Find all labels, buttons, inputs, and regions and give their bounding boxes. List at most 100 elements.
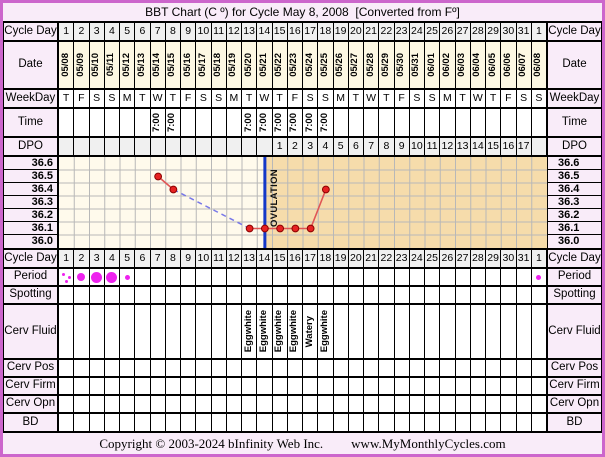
dpo-day-24: 10 [409,138,425,155]
cerv-fluid-day-7 [150,305,166,358]
dpo-day-1 [59,138,75,155]
spotting-day-7 [150,287,166,303]
date-day-20: 05/27 [348,42,364,88]
bd-day-20 [348,414,364,431]
temp-axis-label: 36.5 [4,170,57,183]
cycle-day-bottom-day-32: 1 [531,250,547,267]
bd-day-8 [165,414,181,431]
time-day-22 [379,109,395,136]
row-chart: 36.6 36.5 36.4 36.3 36.2 36.1 36.0 OVULATION 36.… [4,157,601,250]
cerv-firm-day-3 [89,378,105,394]
dpo-day-3 [89,138,105,155]
weekday-day-14: W [257,90,273,107]
date-day-23: 05/30 [394,42,410,88]
spotting-day-3 [89,287,105,303]
cerv-pos-day-9 [181,360,197,376]
date-day-26: 06/02 [440,42,456,88]
cerv-firm-day-14 [257,378,273,394]
temp-axis-label: 36.5 [548,170,601,183]
dpo-day-12 [226,138,242,155]
date-day-13: 05/20 [242,42,258,88]
cycle-day-top-day-14: 14 [257,23,273,40]
footer: Copyright © 2003-2024 bInfinity Web Inc.… [3,433,602,454]
cycle-day-top-day-17: 17 [303,23,319,40]
spotting-day-9 [181,287,197,303]
period-day-15 [272,269,288,285]
spotting-day-19 [333,287,349,303]
cerv-pos-day-13 [242,360,258,376]
weekday-day-27: T [455,90,471,107]
temp-axis-label: 36.1 [548,222,601,235]
bd-day-1 [59,414,75,431]
temp-axis-label: 36.4 [548,183,601,196]
cerv-firm-day-29 [486,378,502,394]
dpo-day-22: 8 [379,138,395,155]
cerv-firm-day-12 [226,378,242,394]
time-day-30 [501,109,517,136]
period-dot [536,274,542,280]
period-day-12 [226,269,242,285]
bd-day-32 [531,414,547,431]
period-day-26 [440,269,456,285]
temp-point-day-13 [245,224,254,233]
period-day-2 [74,269,90,285]
cerv-firm-day-9 [181,378,197,394]
time-day-26 [440,109,456,136]
cerv-pos-day-12 [226,360,242,376]
cerv-fluid-day-26 [440,305,456,358]
temp-axis-label: 36.0 [31,235,53,247]
cycle-day-bottom-day-19: 19 [333,250,349,267]
row-date: Date 05/08 05/09 05/10 05/11 05/12 05/13 05/14 0… [4,42,601,90]
cerv-fluid-day-31 [516,305,532,358]
cerv-pos-day-1 [59,360,75,376]
dpo-day-4 [104,138,120,155]
cerv-opn-day-27 [455,396,471,412]
time-day-31 [516,109,532,136]
spotting-day-13 [242,287,258,303]
time-day-8: 7:00 [165,109,181,136]
period-day-9 [181,269,197,285]
spotting-day-27 [455,287,471,303]
cerv-pos-day-24 [409,360,425,376]
cerv-firm-day-4 [104,378,120,394]
cerv-opn-day-1 [59,396,75,412]
cerv-opn-day-5 [120,396,136,412]
bd-day-12 [226,414,242,431]
weekday-day-11: S [211,90,227,107]
time-day-21 [364,109,380,136]
cerv-firm-day-8 [165,378,181,394]
cerv-firm-day-2 [74,378,90,394]
cerv-fluid-day-4 [104,305,120,358]
temp-point-day-16 [291,224,300,233]
row-label-period: Period [4,269,59,285]
spotting-day-25 [425,287,441,303]
row-label-spotting: Spotting [4,287,59,303]
time-day-27 [455,109,471,136]
cycle-day-bottom-day-16: 16 [287,250,303,267]
cerv-opn-day-12 [226,396,242,412]
bd-day-19 [333,414,349,431]
temp-axis-label: 36.6 [4,157,57,170]
date-day-31: 06/07 [516,42,532,88]
temp-axis-label: 36.3 [548,196,601,209]
cerv-opn-day-9 [181,396,197,412]
cerv-firm-day-28 [470,378,486,394]
weekday-day-18: S [318,90,334,107]
date-day-6: 05/13 [135,42,151,88]
row-cycle-day-bottom: Cycle Day 1 2 3 4 5 6 7 8 9 10 11 12 13 14 15 16 17 18 19 20… [4,250,601,269]
bd-day-30 [501,414,517,431]
weekday-day-23: F [394,90,410,107]
cerv-fluid-day-16: Eggwhite [287,305,303,358]
dpo-day-7 [150,138,166,155]
temp-axis-label: 36.4 [4,183,57,196]
weekday-day-25: S [425,90,441,107]
cycle-day-top-day-19: 19 [333,23,349,40]
cerv-fluid-day-18: Eggwhite [318,305,334,358]
row-label-date: Date [4,42,59,88]
cerv-fluid-day-19 [333,305,349,358]
row-time: Time 7:00 7:00 7:00 7:00 7:00 7:00 7:00 7:00 Time [4,109,601,138]
row-label-spotting-right: Spotting [547,287,601,303]
weekday-day-30: F [501,90,517,107]
spotting-day-28 [470,287,486,303]
cycle-day-bottom-day-5: 5 [120,250,136,267]
